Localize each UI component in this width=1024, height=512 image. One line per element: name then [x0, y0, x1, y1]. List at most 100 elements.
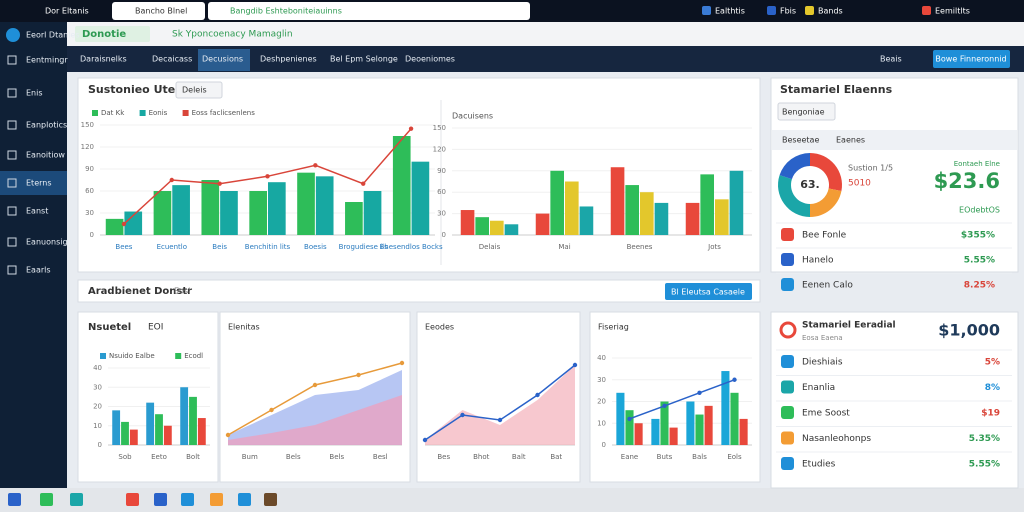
taskbar-icon[interactable] [70, 493, 83, 506]
bar [197, 418, 206, 445]
kpi: $1,000 [938, 321, 1000, 340]
button-label: Bowe Finneronnid [935, 55, 1006, 64]
legend-label: Nsuido Ealbe [109, 352, 155, 360]
item-name: Enanlia [802, 383, 835, 393]
item-value: 8% [985, 383, 1000, 393]
bar [297, 172, 315, 235]
button-label: Bl Eleutsa Casaele [671, 288, 745, 297]
user: Beais [880, 55, 902, 64]
tab[interactable]: Eaenes [836, 136, 865, 145]
toolbar-tab[interactable]: Decusions [202, 55, 243, 64]
taskbar-icon[interactable] [264, 493, 277, 506]
taskbar-icon[interactable] [238, 493, 251, 506]
sidebar-active [0, 171, 67, 195]
filter: Bengoniae [782, 108, 825, 117]
legend-label: Ecodl [184, 352, 203, 360]
sidebar-item[interactable]: Eeorl Dtanles [26, 31, 80, 40]
sidebar-item[interactable]: Eanuonsiga [26, 238, 73, 247]
legend-swatch [139, 110, 146, 116]
extension[interactable]: Fbis [780, 7, 796, 16]
sidebar-icon [7, 150, 17, 160]
bar [579, 206, 594, 235]
subtitle: Eosa Eaena [802, 334, 843, 342]
toolbar-tab[interactable]: Bel Epm Selonge [330, 55, 398, 64]
x-tick-label: Bals [692, 453, 707, 461]
y-tick-label: 20 [93, 403, 102, 411]
donut-label: Sustion 1/5 [848, 164, 893, 173]
url[interactable]: Sk Yponcoenacy Mamaglin [172, 30, 293, 40]
bar [504, 224, 519, 235]
sidebar-icon [7, 237, 17, 247]
extension[interactable]: Ealthtis [715, 7, 745, 16]
sidebar-item[interactable]: Eanst [26, 207, 48, 216]
taskbar-icon[interactable] [210, 493, 223, 506]
extension[interactable]: Eemiltlts [935, 7, 970, 16]
y-tick-label: 30 [437, 210, 446, 218]
line-point [269, 407, 274, 413]
toolbar-tab[interactable]: Decaicass [152, 55, 192, 64]
tab[interactable]: Dor Eltanis [45, 7, 89, 16]
tab[interactable]: Bancho Blnel [135, 7, 187, 16]
sidebar-item[interactable]: Eaarls [26, 266, 51, 275]
bar [695, 414, 704, 445]
x-tick-label: Bum [242, 453, 258, 461]
legend-swatch [175, 353, 182, 359]
bar [124, 211, 143, 235]
y-tick-label: 30 [85, 209, 94, 217]
bar [565, 181, 579, 235]
sidebar [0, 22, 67, 488]
tab[interactable]: Beseetae [782, 136, 819, 145]
bar [704, 405, 713, 445]
donut-value: 5010 [848, 179, 871, 189]
item-icon [781, 228, 794, 241]
bar [129, 429, 138, 445]
section-button[interactable] [665, 283, 752, 300]
filter-box[interactable] [175, 81, 223, 99]
taskbar-icon[interactable] [181, 493, 194, 506]
tab-bg [112, 2, 205, 20]
taskbar-icon[interactable] [126, 493, 139, 506]
kpi-label: Eontaeh Elne [954, 160, 1000, 168]
sidebar-item[interactable]: Eanoitiow [26, 151, 65, 160]
x-tick-label: Bhot [473, 453, 490, 461]
taskbar-icon[interactable] [8, 493, 21, 506]
panel-title: Eeodes [425, 323, 454, 332]
filter: Deleis [182, 86, 207, 95]
sidebar-item[interactable]: Eterns [26, 179, 52, 188]
toolbar-tab[interactable]: Daraisnelks [80, 55, 127, 64]
item-value: $355% [961, 231, 995, 241]
item-name: Eenen Calo [802, 281, 853, 291]
y-tick-label: 150 [433, 124, 446, 132]
bar [730, 392, 739, 445]
sidebar-item[interactable]: Eentmingr [26, 56, 68, 65]
bar [729, 170, 744, 235]
x-tick-label: Buts [657, 453, 673, 461]
x-tick-label: Beenes [627, 243, 653, 251]
sidebar-item[interactable]: Eanploticss [26, 121, 71, 130]
x-tick-label: Brogudiese ils [339, 243, 388, 251]
sidebar-item[interactable]: Enis [26, 89, 43, 98]
section-title: Aradbienet Donstr [88, 286, 192, 297]
bar [201, 180, 220, 235]
y-tick-label: 30 [597, 376, 606, 384]
extension[interactable]: Bands [818, 7, 843, 16]
taskbar-icon[interactable] [154, 493, 167, 506]
toolbar-tab[interactable]: Deoeniomes [405, 55, 455, 64]
primary-button[interactable] [933, 50, 1010, 68]
taskbar-icon[interactable] [40, 493, 53, 506]
x-tick-label: Benchitin lits [245, 243, 291, 251]
toolbar-tab[interactable]: Deshpenienes [260, 55, 317, 64]
bar [535, 213, 550, 235]
taskbar [0, 488, 1024, 512]
tab[interactable]: Bangdib Eshteboniteiauinns [230, 7, 342, 16]
toolbar-active [198, 49, 250, 71]
bar [189, 396, 197, 445]
bar [490, 220, 504, 235]
line [629, 379, 735, 420]
bar [654, 202, 669, 235]
item-icon [781, 380, 794, 394]
item-icon [781, 253, 794, 266]
filter-box[interactable] [777, 102, 836, 121]
line-point [361, 181, 366, 186]
